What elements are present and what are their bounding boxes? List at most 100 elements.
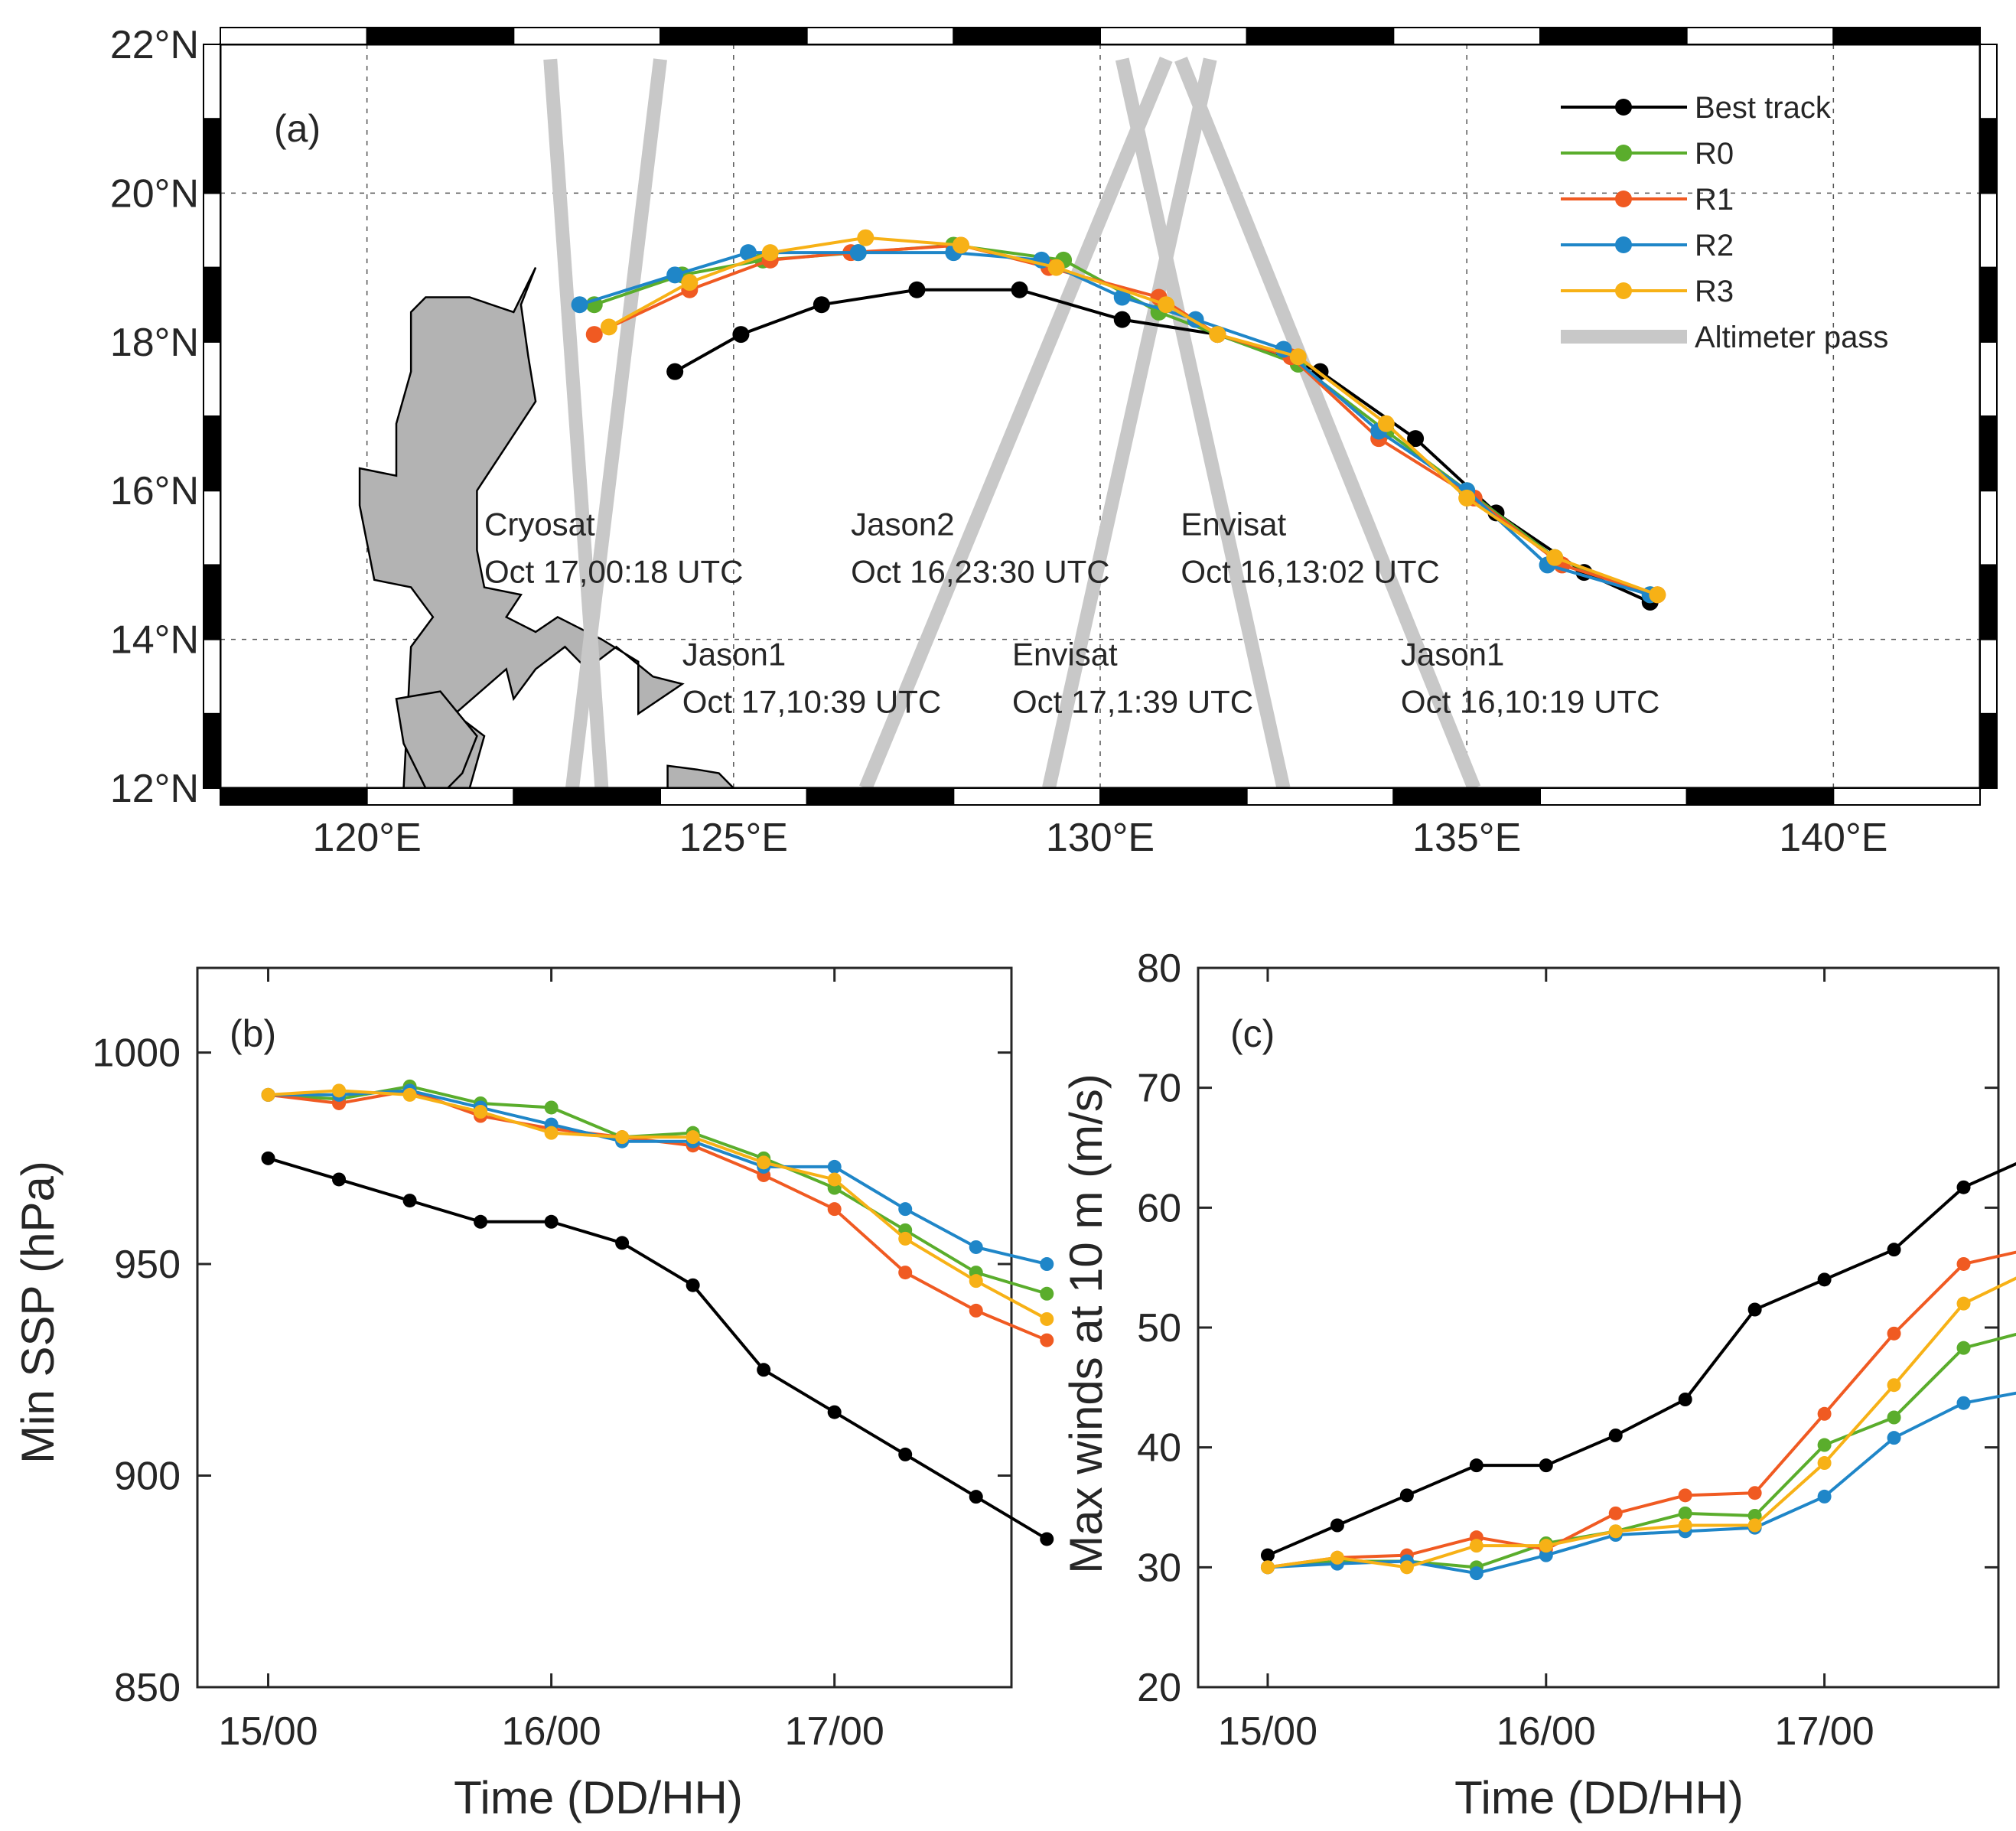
legend-label: R2 — [1695, 229, 1734, 262]
series-point-best_track — [1260, 1548, 1275, 1562]
series-point-R0 — [1678, 1506, 1692, 1520]
pass-annotation-jason1_b: Oct 16,10:19 UTC — [1401, 684, 1659, 720]
y-tick-label: 850 — [114, 1666, 181, 1710]
track-point-R3 — [952, 236, 969, 254]
track-point-R3 — [1377, 415, 1395, 432]
series-point-R3 — [1747, 1518, 1762, 1533]
track-point-R3 — [1546, 549, 1564, 566]
y-tick-label: 70 — [1137, 1067, 1181, 1111]
a-frame-checker — [1685, 787, 1835, 806]
a-landmass — [358, 267, 736, 790]
a-frame-checker — [1539, 787, 1688, 806]
plot-frame — [196, 966, 1013, 1689]
track-point-best_track — [813, 296, 830, 314]
series-point-best_track — [544, 1214, 559, 1229]
a-frame-checker — [366, 787, 515, 806]
a-frame-checker — [1979, 490, 1998, 566]
a-x-tick-label: 120°E — [313, 816, 422, 860]
pass-annotation-cryosat: Cryosat — [484, 507, 595, 542]
a-frame-checker — [203, 490, 221, 566]
series-point-R2 — [969, 1240, 983, 1254]
a-frame-checker — [806, 27, 955, 45]
x-tick-label: 17/00 — [785, 1709, 884, 1754]
luzon-landmass — [358, 267, 685, 790]
x-tick-label: 15/00 — [218, 1709, 318, 1754]
series-point-R2 — [898, 1202, 913, 1217]
a-frame-checker — [1979, 564, 1998, 640]
a-frame-checker — [203, 266, 221, 343]
series-point-R3 — [1887, 1378, 1901, 1393]
a-frame-checker — [203, 415, 221, 492]
track-point-best_track — [666, 363, 684, 380]
series-point-best_track — [1040, 1532, 1054, 1546]
legend-label: R1 — [1695, 183, 1734, 217]
series-point-R3 — [1678, 1518, 1692, 1533]
track-point-R3 — [1209, 326, 1226, 344]
series-point-R3 — [1330, 1550, 1344, 1565]
y-tick-label: 80 — [1137, 946, 1181, 991]
series-point-R3 — [474, 1105, 488, 1119]
y-tick-label: 20 — [1137, 1666, 1181, 1710]
series-point-R1 — [1747, 1486, 1762, 1500]
series-point-R0 — [1040, 1286, 1054, 1301]
y-tick-label: 60 — [1137, 1186, 1181, 1230]
a-frame-checker — [1979, 192, 1998, 269]
a-legend: Best track R0 R1 R2 R3 Altimeter pass — [1561, 91, 1888, 354]
series-line-best_track — [267, 1156, 1048, 1541]
series-point-R2 — [1956, 1396, 1971, 1410]
a-frame-checker — [203, 118, 221, 194]
a-x-tick-label: 140°E — [1779, 816, 1887, 860]
series-point-R3 — [827, 1172, 842, 1187]
series-point-R3 — [332, 1083, 347, 1098]
altimeter-pass-line — [543, 58, 609, 789]
a-frame-checker — [513, 27, 661, 45]
series-point-R2 — [1887, 1431, 1901, 1445]
series-point-best_track — [1539, 1458, 1553, 1473]
a-frame-checker — [220, 27, 368, 45]
a-tick-labels: 120°E 125°E 130°E 135°E 140°E 12°N 14°N 16°N 18°… — [110, 23, 1888, 860]
series-point-best_track — [1887, 1243, 1901, 1257]
a-track-series — [571, 229, 1666, 611]
series-point-best_track — [827, 1405, 842, 1419]
series-point-best_track — [261, 1151, 275, 1165]
track-point-R3 — [857, 229, 874, 246]
a-frame-checker — [1246, 787, 1395, 806]
series-point-R2 — [1469, 1566, 1484, 1581]
track-point-R2 — [666, 266, 684, 284]
track-point-R3 — [681, 274, 699, 292]
series-point-best_track — [686, 1278, 700, 1292]
track-point-R3 — [600, 318, 617, 336]
a-frame-checker — [220, 787, 368, 806]
series-point-R0 — [1747, 1508, 1762, 1523]
track-line-R2 — [578, 251, 1651, 597]
series-point-R3 — [898, 1231, 913, 1246]
series-point-R1 — [1608, 1506, 1623, 1520]
legend-label: Altimeter pass — [1695, 321, 1888, 354]
series-point-best_track — [1956, 1180, 1971, 1194]
series-point-R3 — [402, 1087, 417, 1102]
a-frame-checker — [366, 27, 515, 45]
series-point-R3 — [757, 1155, 771, 1170]
series-point-R3 — [1399, 1560, 1414, 1575]
track-point-R3 — [1158, 296, 1175, 314]
altimeter-pass-line — [1174, 57, 1481, 791]
series-point-R1 — [827, 1202, 842, 1217]
track-point-R1 — [585, 326, 603, 344]
series-point-R3 — [1608, 1524, 1623, 1539]
a-frame-checker — [1979, 118, 1998, 194]
pass-annotation-envisat_b: Oct 17,1:39 UTC — [1012, 684, 1253, 720]
y-tick-label: 50 — [1137, 1306, 1181, 1350]
a-frame-checker — [1099, 787, 1248, 806]
legend-marker-best_track — [1615, 99, 1632, 116]
a-frame-checker — [806, 787, 955, 806]
series-point-best_track — [615, 1236, 630, 1250]
a-frame-checker — [1832, 27, 1981, 45]
pass-annotation-envisat_b: Envisat — [1012, 637, 1118, 673]
panel-b-xlabel: Time (DD/HH) — [454, 1772, 743, 1823]
series-point-best_track — [1330, 1518, 1344, 1533]
a-frame-checker — [1979, 712, 1998, 789]
series-point-best_track — [474, 1214, 488, 1229]
y-tick-label: 30 — [1137, 1546, 1181, 1590]
track-point-best_track — [1407, 430, 1425, 448]
series-point-R1 — [1678, 1488, 1692, 1503]
